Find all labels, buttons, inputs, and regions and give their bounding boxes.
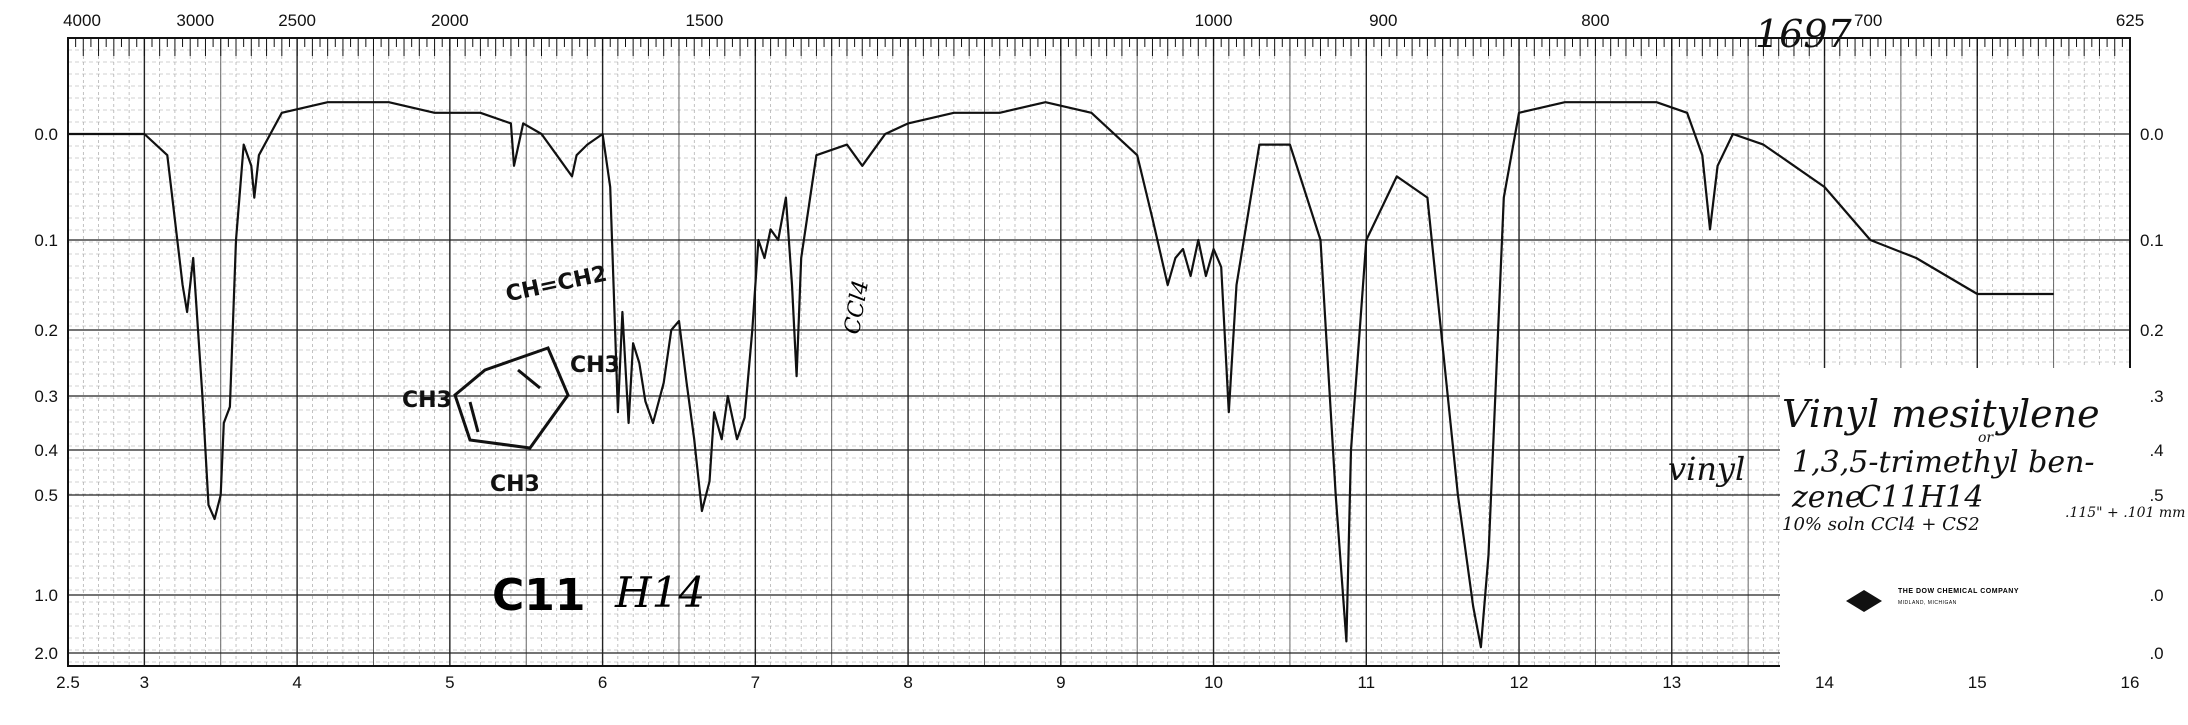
logo-sub: MIDLAND, MICHIGAN bbox=[1898, 600, 1957, 606]
x-tick-label: 11 bbox=[1357, 673, 1375, 692]
y-tick-label-right: 0.2 bbox=[2140, 321, 2164, 340]
note-card bbox=[1780, 368, 2150, 668]
compound-prefix: vinyl bbox=[1668, 450, 1746, 488]
x-tick-label: 13 bbox=[1662, 673, 1681, 692]
x-tick-label: 3 bbox=[140, 673, 149, 692]
x-tick-label: 10 bbox=[1204, 673, 1223, 692]
catalog-number: 1697 bbox=[1755, 12, 1852, 56]
top-tick-label: 900 bbox=[1369, 11, 1397, 30]
compound-formula: C11H14 bbox=[1858, 480, 1984, 515]
y-tick-label: 0.3 bbox=[34, 387, 58, 406]
y-tick-label: 2.0 bbox=[34, 644, 58, 663]
top-tick-label: 4000 bbox=[63, 11, 101, 30]
axes bbox=[67, 37, 2131, 667]
top-tick-label: 2500 bbox=[278, 11, 316, 30]
x-tick-label: 9 bbox=[1056, 673, 1065, 692]
path-length-note: .115" + .101 mm bbox=[2065, 505, 2186, 521]
substituent-methyl-bottom: CH3 bbox=[490, 472, 540, 497]
substituent-methyl-left: CH3 bbox=[402, 388, 452, 413]
or-word: or bbox=[1978, 430, 1994, 446]
top-tick-label: 800 bbox=[1581, 11, 1609, 30]
x-tick-label: 8 bbox=[903, 673, 912, 692]
x-tick-label: 14 bbox=[1815, 673, 1834, 692]
top-axis-ticks: 4000 3000 2500 2000 1500 1000 900 800 700 625 bbox=[63, 11, 2144, 30]
logo-company: THE DOW CHEMICAL COMPANY bbox=[1898, 588, 2020, 595]
y-tick-label: 0.0 bbox=[34, 125, 58, 144]
compound-title: Vinyl mesitylene bbox=[1782, 392, 2100, 436]
top-tick-label: 1500 bbox=[686, 11, 724, 30]
dow-logo: THE DOW CHEMICAL COMPANY MIDLAND, MICHIG… bbox=[1830, 578, 2110, 628]
compound-name-line-b: zene bbox=[1792, 480, 1863, 515]
left-axis-ticks: 0.0 0.1 0.2 0.3 0.4 0.5 1.0 2.0 bbox=[34, 125, 58, 663]
x-tick-label: 16 bbox=[2121, 673, 2140, 692]
substituent-methyl-right: CH3 bbox=[570, 353, 620, 378]
top-tick-label: 1000 bbox=[1195, 11, 1233, 30]
y-tick-label-right: 0.1 bbox=[2140, 231, 2164, 250]
x-tick-label: 4 bbox=[292, 673, 301, 692]
top-tick-label: 625 bbox=[2116, 11, 2144, 30]
x-tick-label: 12 bbox=[1510, 673, 1529, 692]
y-tick-label: 0.2 bbox=[34, 321, 58, 340]
top-tick-label: 700 bbox=[1854, 11, 1882, 30]
compound-name-line-a: 1,3,5-trimethyl ben- bbox=[1792, 445, 2095, 480]
series-layer bbox=[68, 101, 2054, 649]
x-tick-label: 7 bbox=[751, 673, 760, 692]
x-tick-label: 6 bbox=[598, 673, 607, 692]
y-tick-label: 0.5 bbox=[34, 486, 58, 505]
x-tick-label: 5 bbox=[445, 673, 454, 692]
major-grid bbox=[67, 38, 2131, 666]
top-tick-label: 3000 bbox=[176, 11, 214, 30]
y-tick-label: 0.4 bbox=[34, 441, 58, 460]
y-tick-label: 1.0 bbox=[34, 586, 58, 605]
top-tick-label: 2000 bbox=[431, 11, 469, 30]
spectrum-line bbox=[68, 101, 2054, 649]
formula-hydrogen: H14 bbox=[615, 568, 706, 617]
solution-note: 10% soln CCl4 + CS2 bbox=[1782, 514, 1980, 535]
x-tick-label: 15 bbox=[1968, 673, 1987, 692]
y-tick-label-right: 0.0 bbox=[2140, 125, 2164, 144]
x-tick-label: 2.5 bbox=[56, 673, 80, 692]
molecule-structure bbox=[453, 346, 570, 450]
bottom-axis-ticks: 2.5 3 4 5 6 7 8 9 10 11 12 13 14 15 16 bbox=[56, 673, 2139, 692]
y-tick-label: 0.1 bbox=[34, 231, 58, 250]
diamond-icon bbox=[1846, 590, 1882, 612]
formula-carbon: C11 bbox=[492, 570, 586, 621]
